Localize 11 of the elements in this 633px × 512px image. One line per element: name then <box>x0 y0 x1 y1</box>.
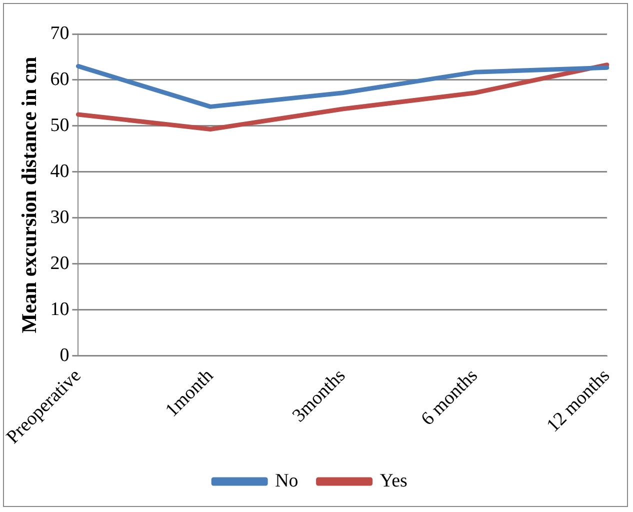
y-tick-label: 70 <box>50 22 70 44</box>
y-tick-label: 50 <box>50 114 70 136</box>
y-tick-label: 40 <box>50 160 70 182</box>
y-tick-label: 0 <box>60 344 70 366</box>
y-tick-label: 30 <box>50 206 70 228</box>
y-tick-label: 10 <box>50 298 70 320</box>
y-tick-label: 60 <box>50 68 70 90</box>
legend-label: No <box>275 470 298 492</box>
y-axis-title: Mean excursion distance in cm <box>17 56 42 334</box>
y-tick-label: 20 <box>50 252 70 274</box>
legend-label: Yes <box>380 470 408 492</box>
